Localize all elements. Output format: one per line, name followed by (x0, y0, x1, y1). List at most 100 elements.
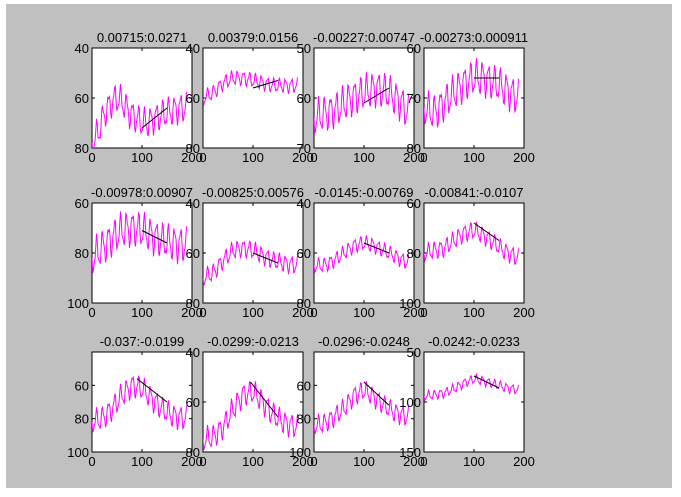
trend-line (363, 87, 390, 104)
y-tick-label: 40 (186, 196, 200, 211)
trend-line (141, 107, 168, 129)
subplot-title: 0.00379:0.0156 (208, 30, 298, 45)
y-tick-label: 80 (407, 141, 421, 156)
trend-line (363, 242, 390, 254)
subplot-2: 0 100 200 40 60 80 0.00379:0.0156 (186, 30, 314, 165)
subplot-1: 0 100 200 40 60 80 0.00715:0.0271 (75, 30, 203, 165)
y-tick-label: 70 (297, 141, 311, 156)
trend-line (473, 222, 500, 241)
plot-area (202, 351, 304, 453)
subplot-4: 0 100 200 60 70 80 -0.00273:0.000911 (407, 30, 535, 165)
subplot-title: -0.0299:-0.0213 (207, 334, 299, 349)
x-tick-label: 200 (513, 305, 535, 320)
x-tick-label: 200 (181, 454, 203, 469)
x-tick-label: 200 (403, 454, 425, 469)
x-tick-label: 100 (131, 150, 153, 165)
plot-area (91, 351, 193, 453)
subplot-title: -0.00273:0.000911 (420, 30, 528, 45)
x-tick-label: 100 (242, 305, 264, 320)
y-tick-label: 80 (297, 412, 311, 427)
x-tick-label: 0 (88, 454, 95, 469)
y-tick-label: 150 (399, 445, 421, 460)
subplot-title: -0.0145:-0.00769 (314, 185, 413, 200)
subplot-title: -0.00841:-0.0107 (424, 185, 523, 200)
x-tick-label: 200 (181, 305, 203, 320)
plot-area (202, 47, 304, 149)
y-tick-label: 80 (186, 296, 200, 311)
signal-series-line (203, 240, 298, 286)
x-tick-label: 100 (463, 150, 485, 165)
y-tick-label: 80 (186, 445, 200, 460)
signal-series-line (314, 72, 409, 134)
subplot-title: -0.00227:0.00747 (313, 30, 415, 45)
subplot-title: -0.037:-0.0199 (100, 334, 185, 349)
trend-line (473, 375, 500, 389)
y-tick-label: 40 (75, 41, 89, 56)
signal-series-line (424, 58, 519, 128)
y-tick-label: 80 (407, 246, 421, 261)
signal-series-line (203, 380, 298, 450)
y-tick-label: 40 (186, 345, 200, 360)
x-tick-label: 200 (403, 305, 425, 320)
y-tick-label: 60 (407, 196, 421, 211)
x-tick-label: 0 (310, 305, 317, 320)
x-tick-label: 100 (242, 150, 264, 165)
subplot-title: -0.0296:-0.0248 (318, 334, 410, 349)
x-tick-label: 100 (131, 454, 153, 469)
signal-series-line (424, 221, 519, 266)
trend-line (250, 381, 279, 418)
y-tick-label: 60 (297, 91, 311, 106)
signal-series-line (92, 375, 187, 433)
trend-line (136, 378, 168, 403)
subplot-title: -0.00825:0.00576 (202, 185, 304, 200)
x-tick-label: 200 (403, 150, 425, 165)
y-tick-label: 100 (67, 296, 89, 311)
plot-area (423, 202, 525, 304)
y-tick-label: 80 (75, 246, 89, 261)
plot-area (313, 47, 415, 149)
subplot-title: -0.0242:-0.0233 (428, 334, 520, 349)
trend-line (252, 80, 279, 89)
subplot-12: 0 100 200 50 100 150 -0.0242:-0.0233 (399, 334, 535, 469)
plot-area (423, 351, 525, 453)
plot-area (423, 47, 525, 149)
x-tick-label: 0 (88, 150, 95, 165)
y-tick-label: 50 (407, 345, 421, 360)
x-tick-label: 100 (353, 454, 375, 469)
x-tick-label: 0 (199, 454, 206, 469)
y-tick-label: 70 (407, 91, 421, 106)
x-tick-label: 100 (131, 305, 153, 320)
signal-series-line (314, 380, 409, 435)
x-tick-label: 0 (420, 454, 427, 469)
x-tick-label: 0 (199, 305, 206, 320)
plot-area (313, 202, 415, 304)
x-tick-label: 0 (310, 150, 317, 165)
x-tick-label: 100 (463, 454, 485, 469)
subplot-3: 0 100 200 50 60 70 -0.00227:0.00747 (297, 30, 425, 165)
y-tick-label: 100 (289, 445, 311, 460)
y-tick-label: 60 (297, 246, 311, 261)
x-tick-label: 100 (353, 305, 375, 320)
x-tick-label: 0 (310, 454, 317, 469)
subplot-title: 0.00715:0.0271 (97, 30, 187, 45)
trend-line (252, 252, 279, 264)
y-tick-label: 80 (75, 412, 89, 427)
x-tick-label: 100 (242, 454, 264, 469)
x-tick-label: 100 (353, 150, 375, 165)
y-tick-label: 100 (67, 445, 89, 460)
x-tick-label: 200 (513, 150, 535, 165)
figure-window: 0 100 200 40 60 80 0.00715:0.0271 0 100 200 40 60 80… (6, 4, 672, 488)
y-tick-label: 60 (186, 246, 200, 261)
x-tick-label: 0 (420, 150, 427, 165)
y-tick-label: 60 (186, 91, 200, 106)
x-tick-label: 0 (420, 305, 427, 320)
y-tick-label: 60 (297, 378, 311, 393)
x-tick-label: 100 (463, 305, 485, 320)
plot-area (91, 202, 193, 304)
x-tick-label: 200 (292, 305, 314, 320)
